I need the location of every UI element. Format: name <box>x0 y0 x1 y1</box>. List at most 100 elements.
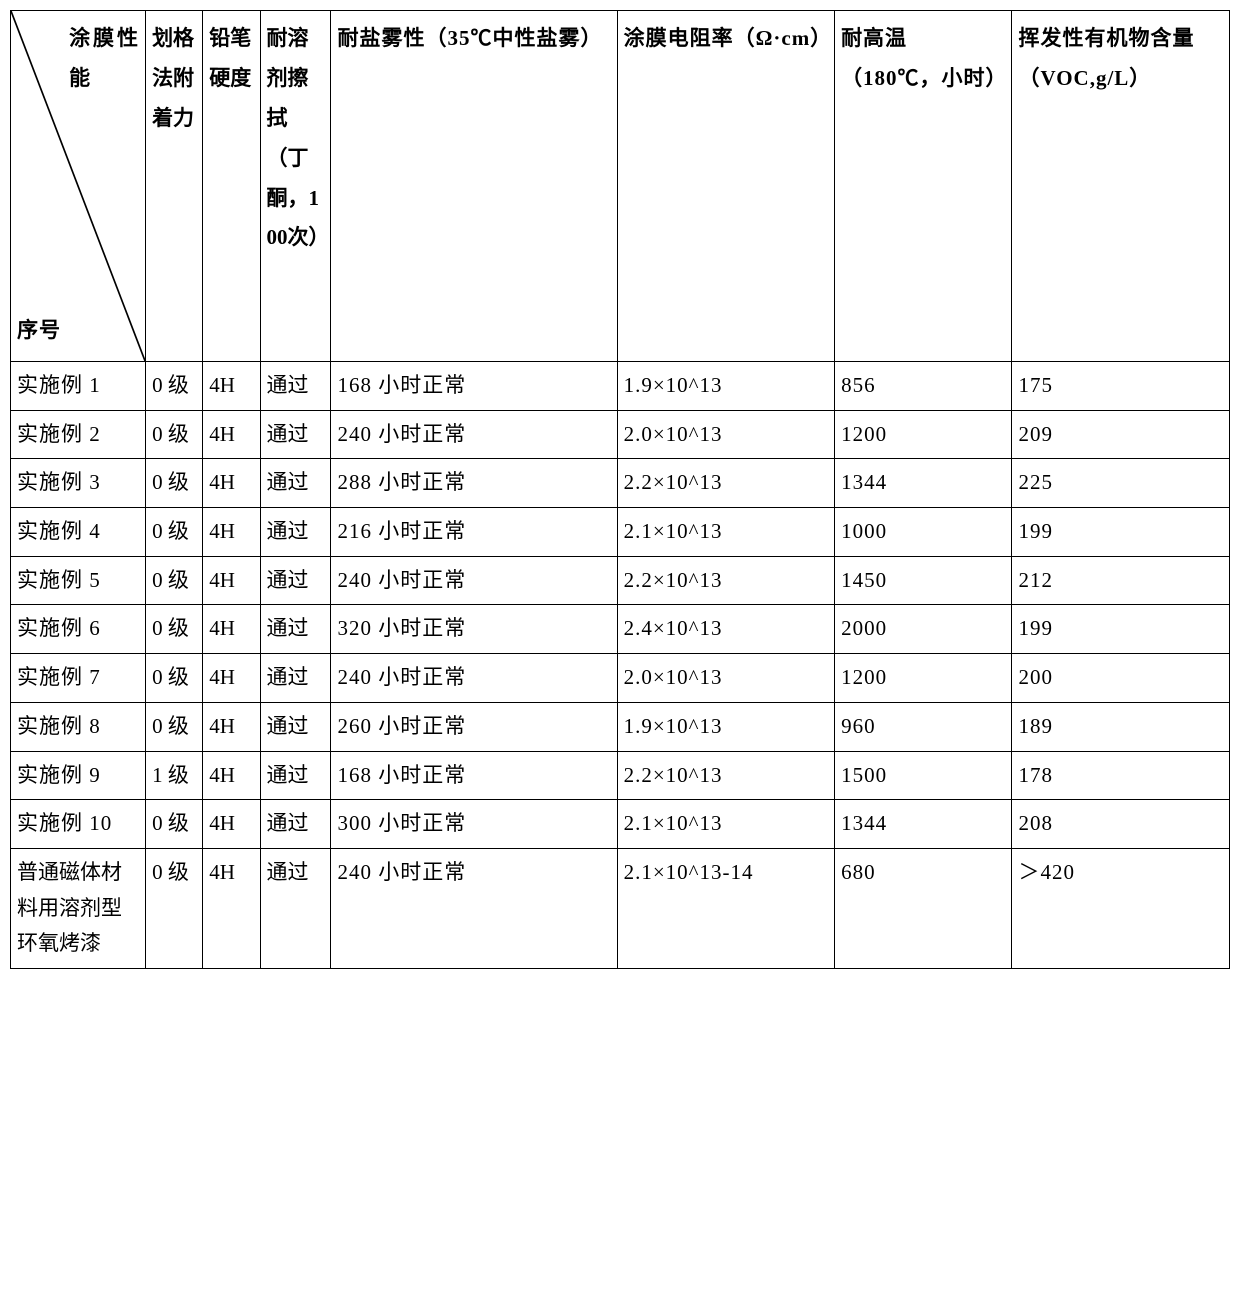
table-row: 实施例 80 级4H通过260 小时正常1.9×10^13960189 <box>11 702 1230 751</box>
cell: 4H <box>203 654 260 703</box>
table-row: 实施例 30 级4H通过288 小时正常2.2×10^131344225 <box>11 459 1230 508</box>
cell: 1200 <box>835 654 1012 703</box>
cell: 199 <box>1012 508 1230 557</box>
cell: 240 小时正常 <box>331 654 617 703</box>
cell: 4H <box>203 751 260 800</box>
row-label: 普通磁体材料用溶剂型环氧烤漆 <box>11 848 146 968</box>
row-label: 实施例 4 <box>11 508 146 557</box>
cell: 4H <box>203 848 260 968</box>
cell: 2.1×10^13 <box>617 800 834 849</box>
col-header-solvent: 耐溶剂擦拭（丁酮，100次） <box>260 11 331 362</box>
cell: 2.2×10^13 <box>617 556 834 605</box>
cell: 168 小时正常 <box>331 751 617 800</box>
cell: 212 <box>1012 556 1230 605</box>
cell: 0 级 <box>146 410 203 459</box>
row-label: 实施例 1 <box>11 362 146 411</box>
cell: 2.2×10^13 <box>617 459 834 508</box>
diagonal-header: 涂膜性能 序号 <box>11 11 146 362</box>
table-row: 普通磁体材料用溶剂型环氧烤漆0 级4H通过240 小时正常2.1×10^13-1… <box>11 848 1230 968</box>
cell: 1344 <box>835 800 1012 849</box>
diagonal-top-label: 涂膜性能 <box>69 19 139 99</box>
cell: 4H <box>203 605 260 654</box>
cell: 4H <box>203 800 260 849</box>
table-row: 实施例 40 级4H通过216 小时正常2.1×10^131000199 <box>11 508 1230 557</box>
cell: 4H <box>203 508 260 557</box>
cell: 1000 <box>835 508 1012 557</box>
cell: 178 <box>1012 751 1230 800</box>
cell: 240 小时正常 <box>331 410 617 459</box>
cell: 1344 <box>835 459 1012 508</box>
cell: 通过 <box>260 800 331 849</box>
cell: 175 <box>1012 362 1230 411</box>
cell: 960 <box>835 702 1012 751</box>
cell: 0 级 <box>146 654 203 703</box>
cell: 0 级 <box>146 556 203 605</box>
cell: 0 级 <box>146 848 203 968</box>
cell: 2.1×10^13 <box>617 508 834 557</box>
cell: 通过 <box>260 702 331 751</box>
cell: 1.9×10^13 <box>617 362 834 411</box>
row-label: 实施例 5 <box>11 556 146 605</box>
table-row: 实施例 100 级4H通过300 小时正常2.1×10^131344208 <box>11 800 1230 849</box>
cell: 通过 <box>260 508 331 557</box>
cell: 240 小时正常 <box>331 556 617 605</box>
cell: 4H <box>203 702 260 751</box>
table-body: 实施例 10 级4H通过168 小时正常1.9×10^13856175实施例 2… <box>11 362 1230 969</box>
col-header-adhesion: 划格法附着力 <box>146 11 203 362</box>
cell: 300 小时正常 <box>331 800 617 849</box>
cell: 225 <box>1012 459 1230 508</box>
cell: 208 <box>1012 800 1230 849</box>
coating-performance-table: 涂膜性能 序号 划格法附着力 铅笔硬度 耐溶剂擦拭（丁酮，100次） 耐盐雾性（… <box>10 10 1230 969</box>
diagonal-bottom-label: 序号 <box>17 311 61 351</box>
cell: 1450 <box>835 556 1012 605</box>
cell: 2.0×10^13 <box>617 654 834 703</box>
cell: 通过 <box>260 410 331 459</box>
cell: 320 小时正常 <box>331 605 617 654</box>
cell: 0 级 <box>146 362 203 411</box>
col-header-voc: 挥发性有机物含量（VOC,g/L） <box>1012 11 1230 362</box>
cell: 通过 <box>260 362 331 411</box>
cell: 288 小时正常 <box>331 459 617 508</box>
cell: 260 小时正常 <box>331 702 617 751</box>
table-row: 实施例 20 级4H通过240 小时正常2.0×10^131200209 <box>11 410 1230 459</box>
cell: 通过 <box>260 605 331 654</box>
col-header-high-temp: 耐高温（180℃，小时） <box>835 11 1012 362</box>
table-row: 实施例 70 级4H通过240 小时正常2.0×10^131200200 <box>11 654 1230 703</box>
cell: 通过 <box>260 848 331 968</box>
col-header-hardness: 铅笔硬度 <box>203 11 260 362</box>
cell: 2.2×10^13 <box>617 751 834 800</box>
cell: 1200 <box>835 410 1012 459</box>
col-header-resistivity: 涂膜电阻率（Ω·cm） <box>617 11 834 362</box>
cell: 通过 <box>260 751 331 800</box>
cell: 0 级 <box>146 800 203 849</box>
cell: 4H <box>203 459 260 508</box>
cell: 4H <box>203 556 260 605</box>
cell: 4H <box>203 410 260 459</box>
header-row: 涂膜性能 序号 划格法附着力 铅笔硬度 耐溶剂擦拭（丁酮，100次） 耐盐雾性（… <box>11 11 1230 362</box>
cell: 0 级 <box>146 459 203 508</box>
cell: 1500 <box>835 751 1012 800</box>
table-row: 实施例 60 级4H通过320 小时正常2.4×10^132000199 <box>11 605 1230 654</box>
table-row: 实施例 91 级4H通过168 小时正常2.2×10^131500178 <box>11 751 1230 800</box>
cell: 209 <box>1012 410 1230 459</box>
row-label: 实施例 10 <box>11 800 146 849</box>
row-label: 实施例 6 <box>11 605 146 654</box>
cell: ＞420 <box>1012 848 1230 968</box>
cell: 199 <box>1012 605 1230 654</box>
row-label: 实施例 9 <box>11 751 146 800</box>
cell: 2.1×10^13-14 <box>617 848 834 968</box>
cell: 0 级 <box>146 508 203 557</box>
cell: 189 <box>1012 702 1230 751</box>
cell: 0 级 <box>146 702 203 751</box>
cell: 4H <box>203 362 260 411</box>
row-label: 实施例 7 <box>11 654 146 703</box>
cell: 2000 <box>835 605 1012 654</box>
col-header-salt-spray: 耐盐雾性（35℃中性盐雾） <box>331 11 617 362</box>
row-label: 实施例 2 <box>11 410 146 459</box>
cell: 通过 <box>260 556 331 605</box>
cell: 通过 <box>260 654 331 703</box>
cell: 0 级 <box>146 605 203 654</box>
cell: 168 小时正常 <box>331 362 617 411</box>
cell: 680 <box>835 848 1012 968</box>
cell: 216 小时正常 <box>331 508 617 557</box>
